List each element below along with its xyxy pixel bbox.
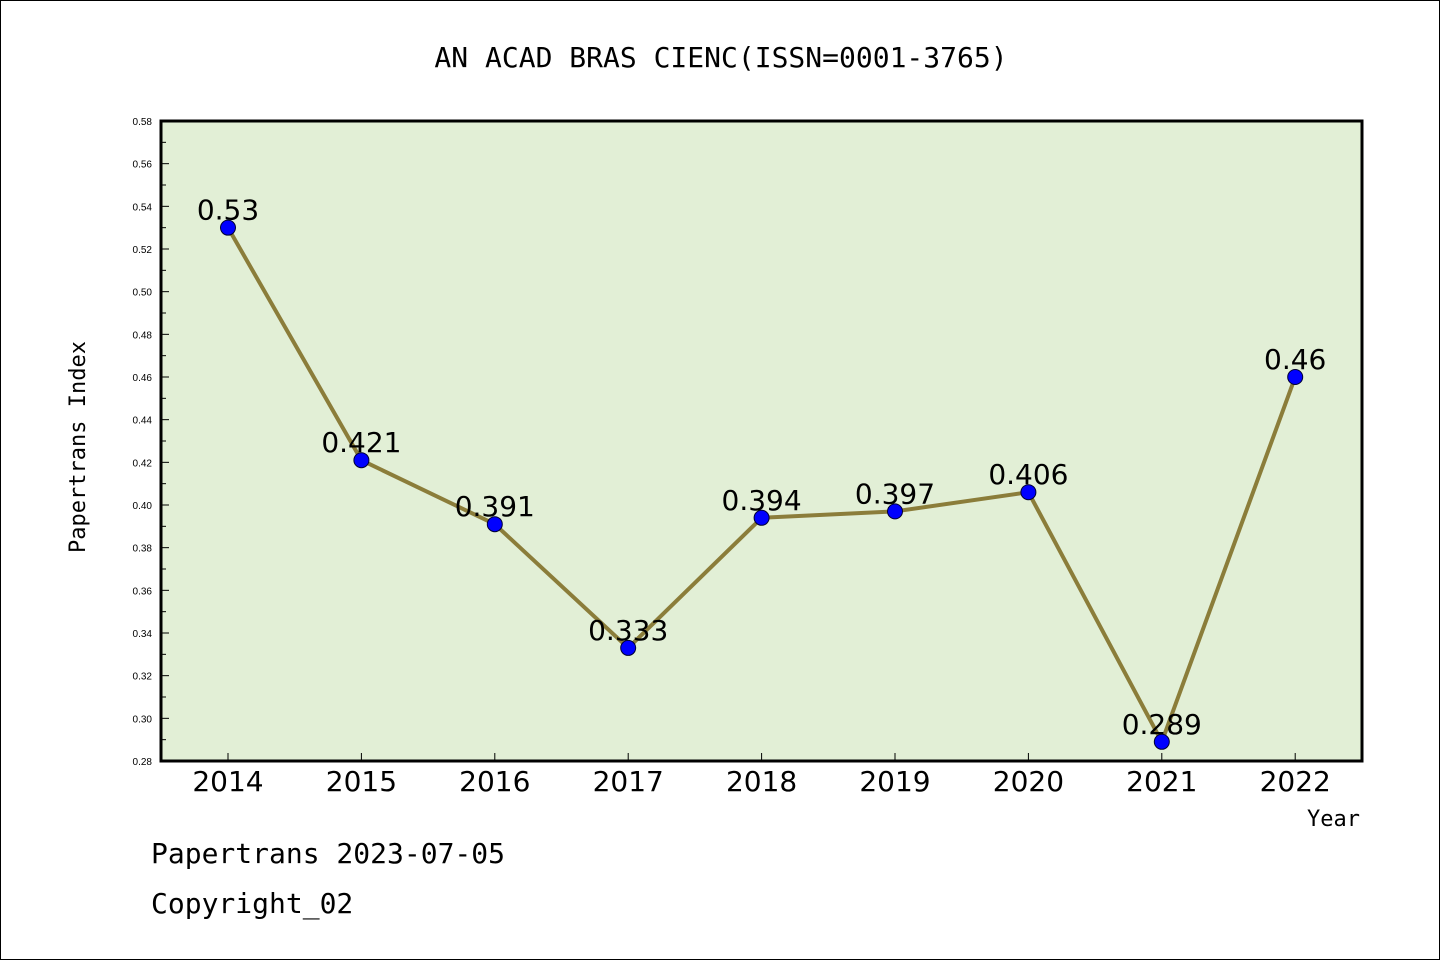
y-tick-label: 0.28 [133, 757, 153, 768]
y-tick-label: 0.48 [133, 330, 153, 341]
data-label: 0.406 [988, 458, 1068, 491]
data-label: 0.421 [321, 426, 401, 459]
x-axis-label: Year [1307, 807, 1360, 832]
y-tick-label: 0.42 [133, 458, 153, 469]
x-tick-label: 2020 [993, 765, 1064, 798]
y-tick-label: 0.38 [133, 544, 153, 555]
data-label: 0.289 [1122, 708, 1202, 741]
x-tick-label: 2014 [192, 765, 263, 798]
footer-copyright: Copyright_02 [151, 887, 354, 920]
data-point [1287, 369, 1304, 385]
y-axis: 0.28 0.30 0.32 0.34 0.36 0.38 0.40 0.42 0.44 0.46… [133, 117, 169, 768]
y-tick-label: 0.44 [133, 416, 153, 427]
data-point [887, 503, 903, 520]
data-label: 0.333 [588, 614, 668, 647]
y-tick-label: 0.46 [133, 373, 153, 384]
x-tick-label: 2021 [1126, 765, 1197, 798]
y-tick-label: 0.54 [133, 202, 153, 213]
y-tick-label: 0.56 [133, 160, 153, 171]
data-label: 0.53 [197, 194, 259, 227]
data-point [1153, 733, 1170, 750]
x-tick-label: 2022 [1260, 765, 1331, 798]
y-tick-label: 0.30 [133, 714, 153, 725]
y-tick-label: 0.52 [133, 245, 153, 256]
y-tick-label: 0.50 [133, 288, 153, 299]
x-tick-label: 2015 [326, 765, 397, 798]
y-tick-label: 0.58 [133, 117, 153, 128]
x-tick-label: 2017 [593, 765, 664, 798]
y-tick-label: 0.34 [133, 629, 153, 640]
y-tick-label: 0.36 [133, 586, 153, 597]
y-tick-label: 0.32 [133, 672, 153, 683]
x-tick-label: 2019 [859, 765, 930, 798]
data-point [353, 452, 370, 469]
data-point [620, 639, 637, 656]
chart-title: AN ACAD BRAS CIENC(ISSN=0001-3765) [434, 41, 1007, 74]
data-label: 0.46 [1264, 343, 1326, 376]
y-axis-label: Papertrans Index [66, 341, 91, 553]
y-tick-label: 0.40 [133, 501, 153, 512]
data-point [220, 219, 236, 236]
series-layer: 0.53 0.421 0.391 0.333 0.394 0.397 0.406 0.289 0… [197, 194, 1326, 750]
data-label: 0.391 [455, 490, 535, 523]
plot-area [159, 119, 1364, 763]
data-label: 0.397 [855, 477, 935, 510]
data-label: 0.394 [722, 484, 802, 517]
data-point [1020, 484, 1037, 501]
x-axis: 2014 2015 2016 2017 2018 2019 2020 2021 2022 [192, 753, 1331, 798]
footer-date: Papertrans 2023-07-05 [151, 837, 506, 870]
data-point [486, 516, 503, 533]
x-tick-label: 2016 [459, 765, 530, 798]
data-point [753, 509, 770, 526]
x-tick-label: 2018 [726, 765, 797, 798]
